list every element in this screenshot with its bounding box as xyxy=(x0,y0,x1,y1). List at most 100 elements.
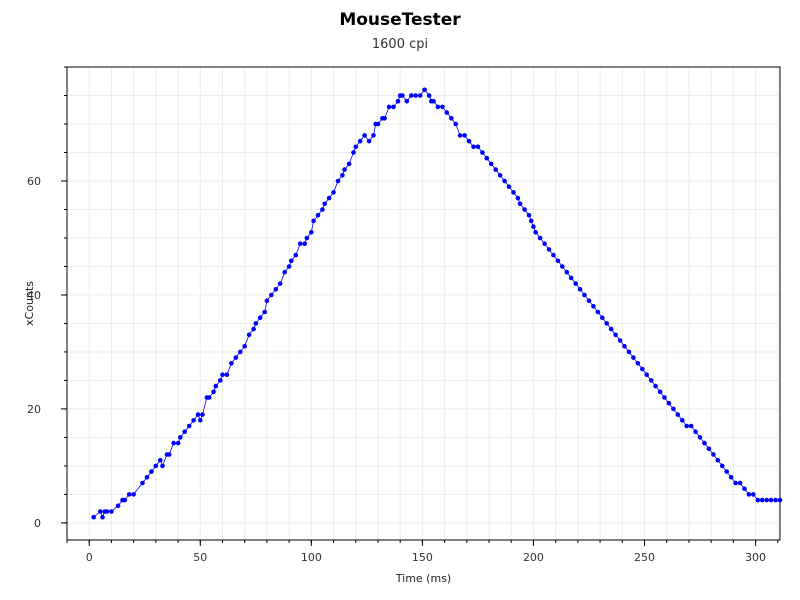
data-point xyxy=(391,104,396,110)
data-point xyxy=(362,133,367,138)
data-point xyxy=(568,275,574,281)
data-point xyxy=(426,93,432,98)
data-point xyxy=(100,514,105,520)
data-point xyxy=(366,138,372,144)
data-point xyxy=(600,315,605,321)
data-point xyxy=(591,304,596,309)
data-point xyxy=(395,98,401,104)
data-point xyxy=(371,133,376,138)
data-point xyxy=(728,475,734,480)
data-point xyxy=(586,298,592,304)
data-point xyxy=(242,343,247,349)
data-point xyxy=(126,492,132,497)
data-point xyxy=(417,93,423,98)
data-point xyxy=(582,292,587,298)
data-point xyxy=(711,452,716,457)
data-point xyxy=(311,218,316,224)
data-point xyxy=(335,178,341,184)
data-point xyxy=(768,497,774,503)
data-point xyxy=(449,116,454,121)
data-point xyxy=(706,446,712,452)
data-point xyxy=(409,93,414,98)
data-point xyxy=(302,241,308,246)
data-point xyxy=(289,258,294,264)
data-point xyxy=(613,332,618,338)
data-point xyxy=(122,497,128,503)
data-point xyxy=(309,230,314,235)
data-point xyxy=(144,475,150,480)
data-point xyxy=(326,195,332,201)
data-point xyxy=(528,218,534,224)
data-point xyxy=(653,383,658,389)
data-point xyxy=(777,497,783,503)
data-point xyxy=(515,195,521,201)
data-point xyxy=(315,212,321,218)
data-point xyxy=(453,121,459,127)
series-points xyxy=(91,87,783,520)
data-point xyxy=(273,287,279,292)
data-point xyxy=(444,110,450,115)
data-point xyxy=(178,435,183,440)
data-point xyxy=(733,480,738,486)
data-point xyxy=(213,383,219,389)
data-point xyxy=(684,423,689,429)
data-point xyxy=(635,361,641,366)
data-point xyxy=(346,161,352,167)
x-tick-label: 250 xyxy=(634,551,655,564)
x-axis: 0 50 100 150 200 250 300 xyxy=(66,540,779,564)
data-point xyxy=(764,497,769,503)
y-tick-label: 20 xyxy=(27,403,41,416)
data-point xyxy=(502,178,507,184)
data-point xyxy=(331,190,336,195)
data-point xyxy=(462,133,467,138)
data-point xyxy=(386,104,392,110)
data-point xyxy=(466,138,472,144)
data-point xyxy=(662,395,667,400)
data-point xyxy=(98,509,103,514)
x-axis-title: Time (ms) xyxy=(395,572,451,585)
data-point xyxy=(724,469,729,474)
data-point xyxy=(158,457,163,463)
data-point xyxy=(506,184,512,189)
data-point xyxy=(149,469,154,474)
data-point xyxy=(91,514,96,520)
data-point xyxy=(531,224,536,229)
data-point xyxy=(517,201,523,207)
data-point xyxy=(671,406,676,412)
data-point xyxy=(608,326,614,332)
data-point xyxy=(166,452,172,457)
data-point xyxy=(286,264,292,269)
data-point xyxy=(131,492,136,497)
data-point xyxy=(648,378,654,383)
data-point xyxy=(497,173,503,178)
data-point xyxy=(573,281,578,286)
x-tick-label: 50 xyxy=(193,551,207,564)
data-point xyxy=(526,212,532,218)
data-point xyxy=(238,349,243,355)
data-point xyxy=(746,492,752,497)
data-point xyxy=(457,133,463,138)
data-point xyxy=(104,509,110,514)
data-point xyxy=(262,309,268,315)
data-point xyxy=(640,366,645,372)
data-point xyxy=(688,423,694,429)
data-point xyxy=(657,389,663,395)
data-point xyxy=(560,264,565,269)
data-point xyxy=(264,298,270,304)
data-point xyxy=(693,429,698,435)
data-point xyxy=(253,321,259,326)
data-point xyxy=(182,429,187,435)
data-point xyxy=(546,247,552,252)
y-tick-label: 0 xyxy=(34,517,41,530)
data-point xyxy=(511,190,516,195)
data-point xyxy=(404,98,410,104)
data-point xyxy=(224,372,230,378)
data-point xyxy=(413,93,419,98)
data-point xyxy=(751,492,756,497)
data-point xyxy=(737,480,743,486)
x-tick-label: 150 xyxy=(412,551,433,564)
data-point xyxy=(322,201,328,207)
data-point xyxy=(304,235,310,241)
